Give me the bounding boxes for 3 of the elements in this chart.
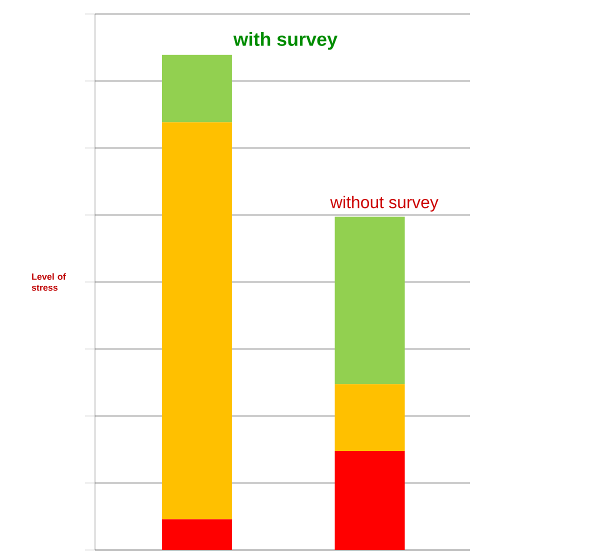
y-axis-title: Level of stress (32, 273, 66, 291)
text: with survey (233, 32, 338, 50)
annotation: without survey (330, 196, 438, 212)
